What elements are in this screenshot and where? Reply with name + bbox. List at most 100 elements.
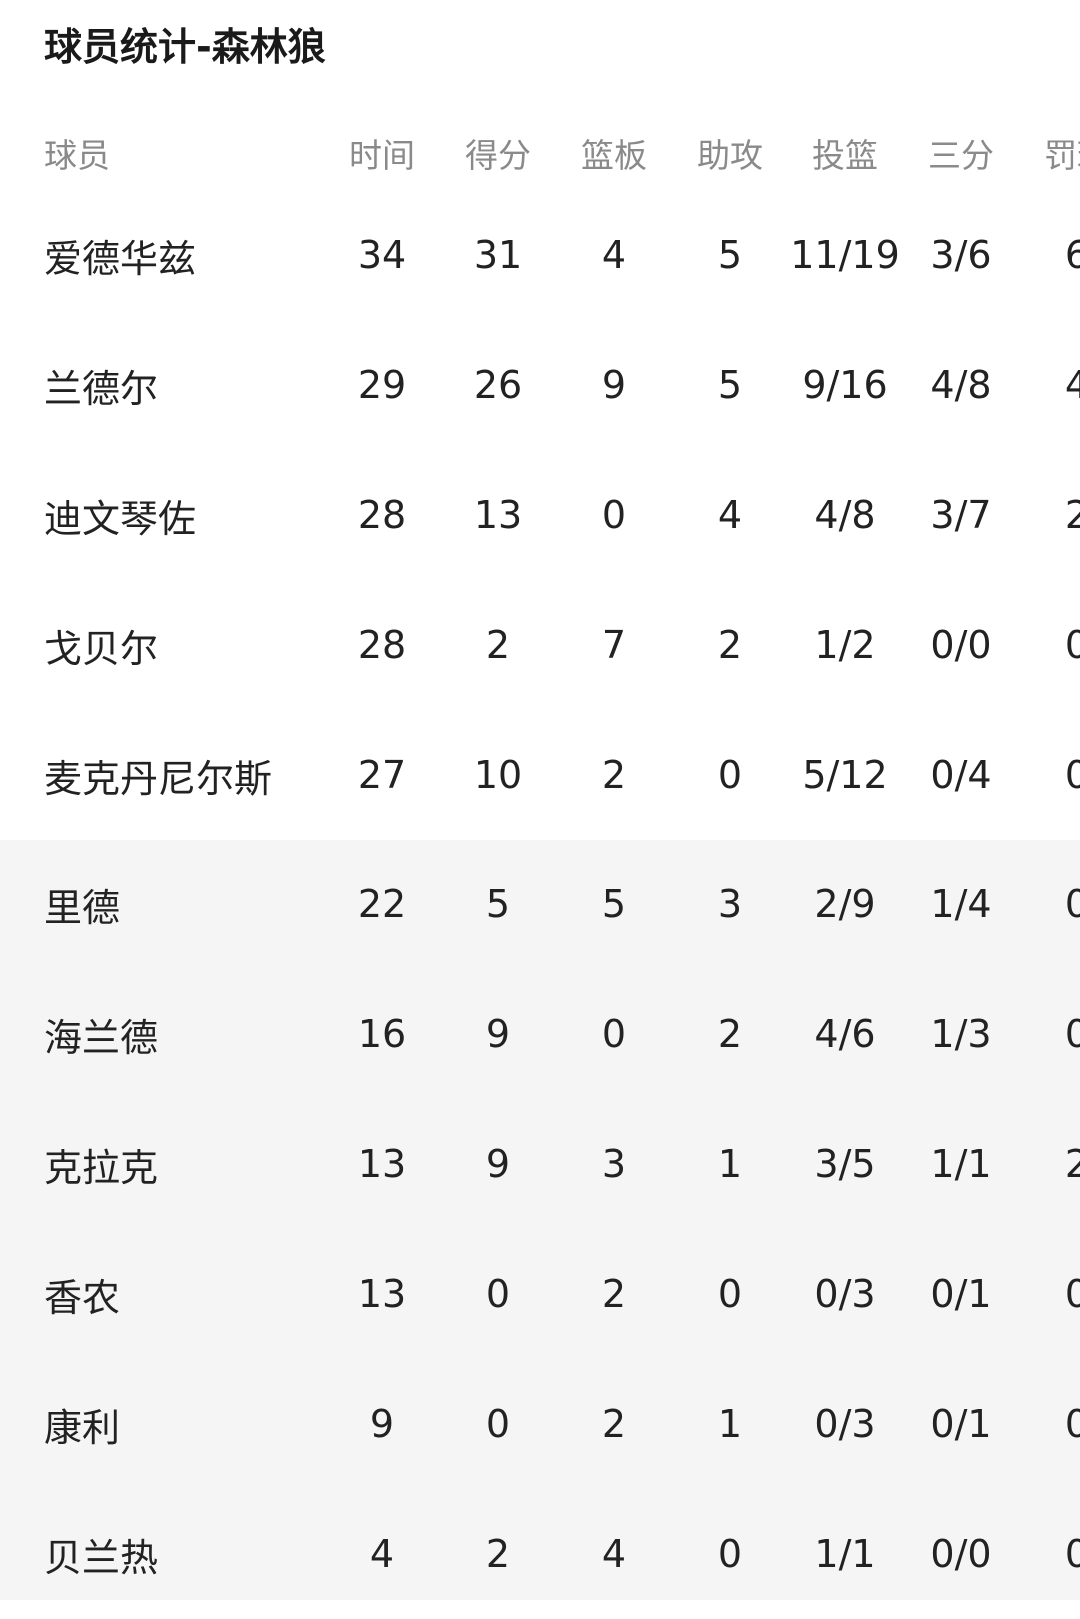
table-row: 里德 22 5 5 3 2/9 1/4 0 [0, 839, 1080, 969]
cell-minutes: 4 [369, 1532, 395, 1576]
cell-three-pointers: 1/1 [930, 1142, 992, 1186]
cell-three-pointers: 0/1 [930, 1402, 992, 1446]
cell-rebounds: 4 [601, 233, 627, 277]
cell-player-name: 克拉克 [44, 1145, 159, 1190]
cell-field-goals: 2/9 [814, 882, 876, 926]
cell-points: 9 [485, 1142, 511, 1186]
cell-minutes: 28 [357, 623, 407, 667]
cell-field-goals: 0/3 [814, 1402, 876, 1446]
cell-field-goals: 5/12 [802, 753, 888, 797]
cell-assists: 4 [717, 493, 743, 537]
table-row: 克拉克 13 9 3 1 3/5 1/1 2 [0, 1099, 1080, 1229]
table-row: 麦克丹尼尔斯 27 10 2 0 5/12 0/4 0 [0, 710, 1080, 840]
cell-free-throws: 0 [1064, 753, 1080, 797]
cell-three-pointers: 1/3 [930, 1012, 992, 1056]
cell-player-name: 海兰德 [44, 1015, 159, 1060]
cell-rebounds: 0 [601, 493, 627, 537]
cell-three-pointers: 0/0 [930, 623, 992, 667]
header-points: 得分 [465, 136, 531, 175]
cell-free-throws: 2 [1064, 1142, 1080, 1186]
cell-field-goals: 3/5 [814, 1142, 876, 1186]
cell-three-pointers: 4/8 [930, 363, 992, 407]
cell-rebounds: 7 [601, 623, 627, 667]
cell-rebounds: 3 [601, 1142, 627, 1186]
cell-assists: 1 [717, 1402, 743, 1446]
cell-rebounds: 5 [601, 882, 627, 926]
table-row: 戈贝尔 28 2 7 2 1/2 0/0 0 [0, 580, 1080, 710]
cell-free-throws: 0 [1064, 882, 1080, 926]
cell-player-name: 康利 [44, 1405, 121, 1450]
cell-three-pointers: 3/6 [930, 233, 992, 277]
cell-free-throws: 0 [1064, 1402, 1080, 1446]
cell-free-throws: 4 [1064, 363, 1080, 407]
header-three-pointers: 三分 [928, 136, 994, 175]
cell-minutes: 28 [357, 493, 407, 537]
cell-rebounds: 4 [601, 1532, 627, 1576]
cell-field-goals: 4/6 [814, 1012, 876, 1056]
header-minutes: 时间 [349, 136, 415, 175]
page-title: 球员统计-森林狼 [44, 25, 326, 69]
cell-assists: 1 [717, 1142, 743, 1186]
header-player-name: 球员 [44, 136, 110, 175]
cell-minutes: 22 [357, 882, 407, 926]
cell-field-goals: 0/3 [814, 1272, 876, 1316]
cell-assists: 2 [717, 623, 743, 667]
table-row: 海兰德 16 9 0 2 4/6 1/3 0 [0, 969, 1080, 1099]
cell-assists: 5 [717, 233, 743, 277]
cell-field-goals: 4/8 [814, 493, 876, 537]
table-row: 贝兰热 4 2 4 0 1/1 0/0 0 [0, 1489, 1080, 1619]
header-rebounds: 篮板 [581, 136, 647, 175]
cell-points: 10 [473, 753, 523, 797]
cell-free-throws: 0 [1064, 1012, 1080, 1056]
cell-points: 0 [485, 1402, 511, 1446]
cell-player-name: 兰德尔 [44, 366, 159, 411]
cell-minutes: 34 [357, 233, 407, 277]
cell-minutes: 29 [357, 363, 407, 407]
table-header: 球员 时间 得分 篮板 助攻 投篮 三分 罚球 [0, 88, 1080, 218]
cell-free-throws: 0 [1064, 1272, 1080, 1316]
cell-three-pointers: 0/0 [930, 1532, 992, 1576]
cell-player-name: 爱德华兹 [44, 236, 197, 281]
table-row: 爱德华兹 34 31 4 5 11/19 3/6 6 [0, 190, 1080, 320]
table-row: 迪文琴佐 28 13 0 4 4/8 3/7 2 [0, 450, 1080, 580]
cell-field-goals: 11/19 [790, 233, 900, 277]
cell-three-pointers: 0/4 [930, 753, 992, 797]
cell-free-throws: 0 [1064, 623, 1080, 667]
cell-player-name: 迪文琴佐 [44, 496, 197, 541]
table-row: 兰德尔 29 26 9 5 9/16 4/8 4 [0, 320, 1080, 450]
cell-free-throws: 0 [1064, 1532, 1080, 1576]
cell-field-goals: 9/16 [802, 363, 888, 407]
cell-player-name: 贝兰热 [44, 1535, 159, 1580]
cell-player-name: 戈贝尔 [44, 626, 159, 671]
cell-assists: 2 [717, 1012, 743, 1056]
cell-assists: 5 [717, 363, 743, 407]
cell-points: 9 [485, 1012, 511, 1056]
cell-player-name: 里德 [44, 885, 121, 930]
cell-points: 5 [485, 882, 511, 926]
cell-assists: 0 [717, 1272, 743, 1316]
cell-three-pointers: 1/4 [930, 882, 992, 926]
cell-assists: 0 [717, 1532, 743, 1576]
cell-rebounds: 2 [601, 753, 627, 797]
cell-three-pointers: 3/7 [930, 493, 992, 537]
cell-field-goals: 1/2 [814, 623, 876, 667]
cell-points: 2 [485, 1532, 511, 1576]
cell-minutes: 27 [357, 753, 407, 797]
cell-rebounds: 2 [601, 1402, 627, 1446]
cell-minutes: 13 [357, 1142, 407, 1186]
header-free-throws: 罚球 [1044, 136, 1080, 175]
cell-rebounds: 2 [601, 1272, 627, 1316]
cell-rebounds: 0 [601, 1012, 627, 1056]
cell-player-name: 香农 [44, 1275, 121, 1320]
cell-assists: 3 [717, 882, 743, 926]
cell-rebounds: 9 [601, 363, 627, 407]
cell-free-throws: 6 [1064, 233, 1080, 277]
table-row: 康利 9 0 2 1 0/3 0/1 0 [0, 1359, 1080, 1489]
cell-points: 13 [473, 493, 523, 537]
cell-minutes: 9 [369, 1402, 395, 1446]
cell-points: 0 [485, 1272, 511, 1316]
cell-assists: 0 [717, 753, 743, 797]
bench-section-background [0, 840, 1080, 1600]
cell-three-pointers: 0/1 [930, 1272, 992, 1316]
header-assists: 助攻 [697, 136, 763, 175]
